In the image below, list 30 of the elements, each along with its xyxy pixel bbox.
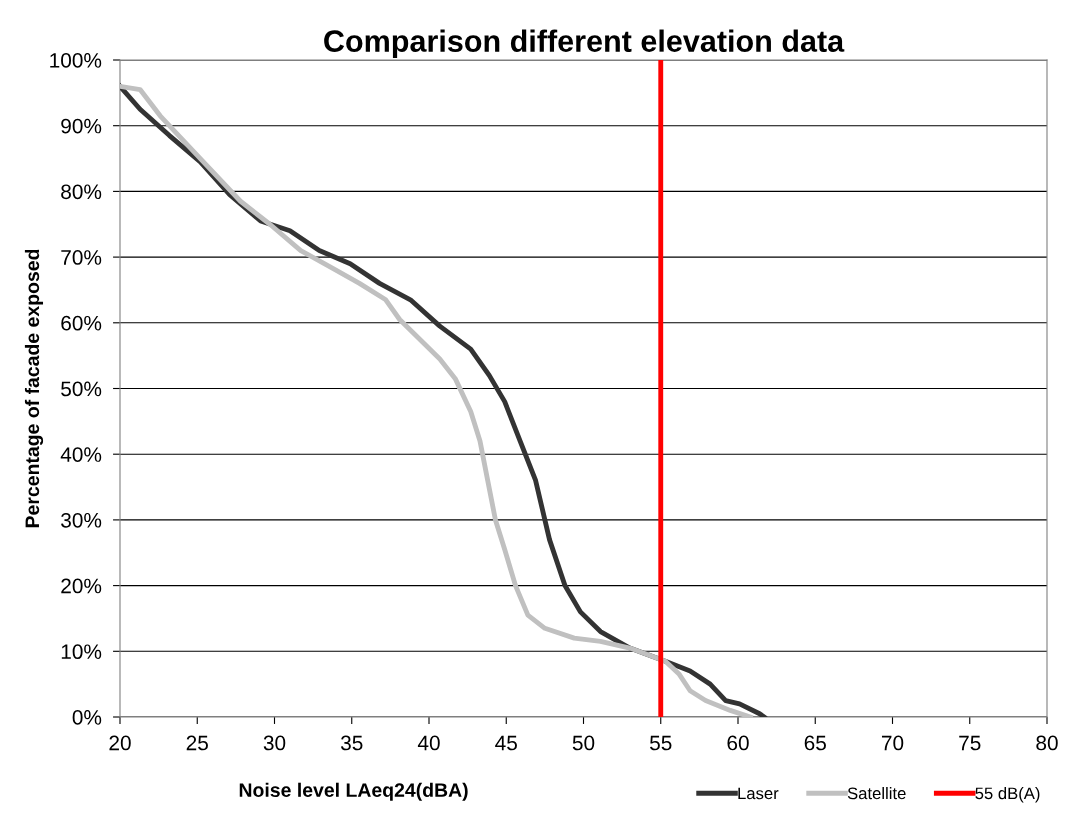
x-tick-label: 35 (340, 735, 363, 751)
chart-title: Comparison different elevation data (324, 29, 845, 59)
x-tick-label: 30 (263, 735, 286, 751)
y-tick-label: 40% (60, 447, 102, 462)
y-axis-title: Percentage of facade exposed (24, 249, 44, 528)
legend-label: 55 dB(A) (975, 787, 1040, 803)
y-tick-label: 20% (61, 578, 102, 594)
x-tick-label: 80 (1036, 735, 1058, 751)
y-tick-label: 70% (61, 250, 102, 265)
x-tick-label: 45 (495, 735, 517, 751)
x-tick-label: 60 (727, 735, 749, 751)
x-tick-label: 50 (572, 735, 595, 751)
y-tick-label: 90% (61, 118, 102, 134)
x-tick-label: 70 (881, 735, 904, 751)
x-tick-label: 25 (186, 735, 208, 751)
y-tick-label: 50% (61, 381, 102, 397)
x-tick-label: 40 (417, 735, 440, 751)
y-tick-label: 80% (61, 184, 102, 200)
legend-label: Satellite (847, 787, 906, 800)
y-tick-label: 30% (61, 512, 102, 528)
x-tick-label: 65 (804, 735, 826, 751)
x-axis-title: Noise level LAeq24(dBA) (239, 782, 468, 801)
y-tick-label: 60% (61, 315, 102, 331)
x-tick-label: 55 (650, 735, 672, 751)
x-tick-label: 20 (109, 735, 131, 751)
x-tick-label: 75 (959, 735, 981, 751)
legend-label: Laser (738, 787, 779, 800)
y-tick-label: 10% (61, 644, 102, 660)
y-tick-label: 0% (72, 710, 102, 725)
y-tick-label: 100% (50, 53, 102, 68)
